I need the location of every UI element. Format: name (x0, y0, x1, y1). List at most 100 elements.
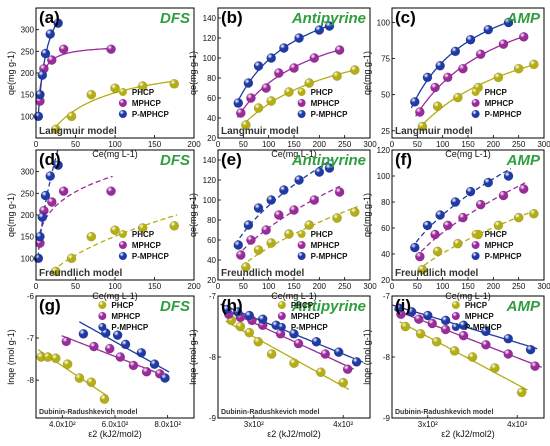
point-p-mphcp (243, 78, 254, 88)
point-mphcp (261, 83, 271, 93)
point-phcp (338, 377, 348, 388)
point-p-mphcp (483, 177, 494, 188)
legend-marker-mphcp (297, 99, 306, 107)
fit-line-mphcp (415, 181, 527, 258)
model-label: Freundlich model (221, 268, 305, 279)
point-mphcp (106, 44, 116, 54)
fit-line-p-mphcp (37, 150, 59, 258)
point-p-mphcp (406, 307, 417, 317)
point-mphcp (61, 336, 72, 347)
point-p-mphcp (35, 231, 45, 242)
point-phcp (266, 238, 277, 248)
plot-frame (391, 7, 545, 139)
point-mphcp (458, 330, 469, 341)
plot-frame (217, 295, 371, 419)
point-phcp (449, 346, 460, 356)
point-phcp (400, 321, 411, 332)
panel-label: (a) (39, 8, 60, 27)
point-mphcp (128, 360, 139, 371)
x-axis-label: Ce(mg L-1) (92, 149, 138, 159)
point-p-mphcp (503, 333, 514, 344)
y-tick-label: 250 (21, 189, 35, 198)
plot-frame (217, 7, 371, 139)
fit-line-mphcp (38, 47, 113, 94)
point-p-mphcp (440, 315, 451, 326)
y-tick-label: 40 (381, 250, 390, 259)
y-tick-label: -9 (383, 414, 391, 423)
point-p-mphcp (333, 347, 344, 357)
point-p-mphcp (40, 48, 51, 59)
y-tick-label: 60 (207, 94, 216, 103)
point-p-mphcp (136, 347, 147, 358)
point-p-mphcp (394, 303, 404, 314)
y-tick-label: 300 (21, 26, 35, 35)
y-axis-label: qe(mg g-1) (362, 193, 372, 237)
legend-label-phcp: PHCP (485, 230, 508, 239)
y-tick-label: 25 (381, 127, 390, 136)
y-tick-label: 80 (381, 198, 390, 207)
panel-label: (i) (395, 296, 411, 315)
point-phcp (349, 65, 360, 75)
point-mphcp (414, 314, 424, 324)
point-p-mphcp (40, 190, 51, 201)
point-phcp (417, 264, 428, 275)
point-phcp (529, 59, 539, 70)
x-tick-label: 100 (436, 282, 450, 291)
point-mphcp (334, 187, 345, 197)
point-p-mphcp (149, 359, 160, 369)
point-phcp (74, 373, 85, 383)
x-tick-label: 250 (512, 140, 526, 149)
point-phcp (490, 363, 500, 373)
point-mphcp (89, 341, 99, 352)
point-phcp (304, 78, 315, 88)
panel-label: (b) (221, 8, 243, 27)
x-tick-label: 0 (34, 282, 39, 291)
point-mphcp (235, 108, 246, 118)
x-axis-label: ε2 (kJ2/mol2) (441, 429, 495, 439)
point-phcp (86, 377, 97, 388)
y-tick-label: 100 (21, 112, 35, 121)
y-tick-label: 120 (377, 146, 391, 155)
point-p-mphcp (233, 98, 244, 108)
drug-title: Antipyrine (291, 298, 366, 315)
x-tick-label: 300 (363, 140, 377, 149)
x-tick-label: 4.0x10² (49, 420, 76, 429)
y-tick-label: -8 (27, 376, 35, 385)
x-tick-label: 6.0x10² (102, 420, 129, 429)
point-p-mphcp (483, 24, 494, 35)
point-mphcp (235, 250, 246, 260)
y-tick-label: 120 (203, 176, 217, 185)
point-p-mphcp (435, 60, 445, 71)
plot-frame (35, 149, 195, 281)
point-phcp (529, 208, 539, 219)
point-mphcp (503, 349, 514, 359)
y-tick-label: 100 (203, 196, 217, 205)
legend-marker-p-mphcp (297, 252, 306, 260)
legend-label-phcp: PHCP (132, 230, 155, 239)
panel-f: 0 50 100 150 200 250 300 20 40 60 80 100 120 Ce(mg L-… (362, 146, 550, 301)
legend-marker-mphcp (118, 241, 127, 249)
point-p-mphcp (409, 97, 420, 107)
model-label: Dubinin-Radushkevich model (395, 409, 493, 416)
legend-marker-phcp (297, 230, 306, 238)
x-tick-label: 0 (390, 282, 395, 291)
panel-h: 3x10² 4x10² -9 -8 -7 ε2 (kJ2/mol2) lnqe (mol g… (188, 292, 371, 439)
legend-label-mphcp: MPHCP (132, 99, 162, 108)
legend-label-phcp: PHCP (465, 301, 488, 310)
point-mphcp (440, 324, 451, 335)
legend-marker-phcp (98, 301, 107, 309)
drug-title: DFS (160, 298, 190, 315)
point-p-mphcp (266, 195, 277, 205)
legend-label-phcp: PHCP (485, 88, 508, 97)
point-phcp (66, 253, 77, 264)
point-phcp (235, 321, 246, 332)
drug-title: DFS (160, 10, 190, 27)
x-tick-label: 100 (262, 282, 276, 291)
legend-marker-p-mphcp (297, 110, 306, 118)
x-tick-label: 100 (108, 140, 122, 149)
point-mphcp (141, 366, 152, 377)
point-phcp (169, 221, 180, 231)
point-mphcp (58, 44, 69, 54)
legend-label-mphcp: MPHCP (311, 99, 341, 108)
point-p-mphcp (503, 171, 514, 181)
